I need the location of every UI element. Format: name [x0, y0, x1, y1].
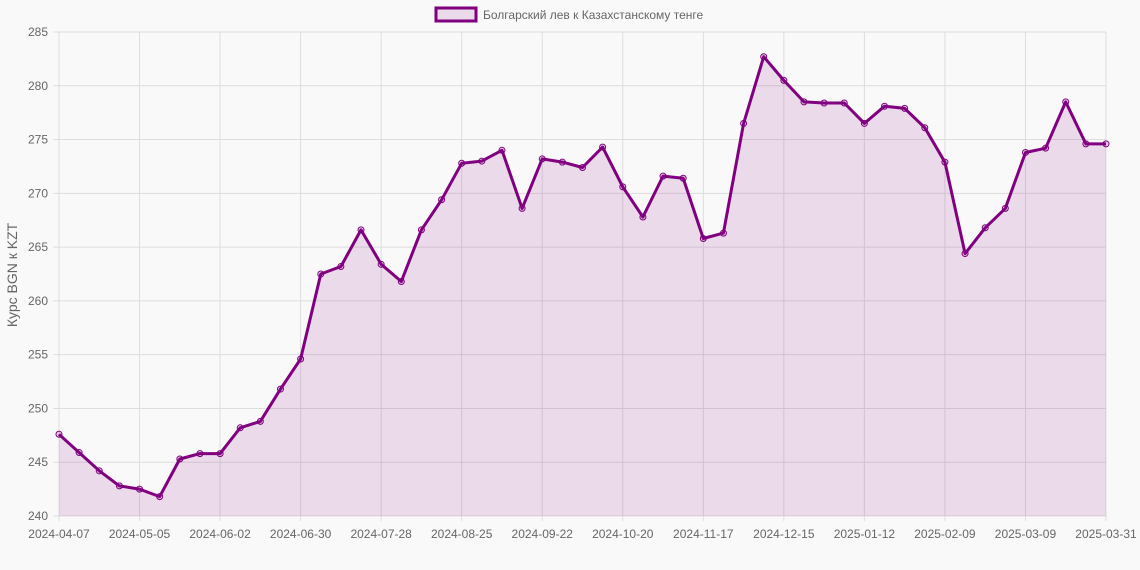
x-tick-label: 2024-08-25: [431, 527, 493, 541]
data-point[interactable]: [498, 146, 506, 154]
x-tick-label: 2025-03-31: [1075, 527, 1137, 541]
y-tick-label: 240: [28, 509, 48, 523]
data-point[interactable]: [55, 430, 63, 438]
x-tick-label: 2024-05-05: [109, 527, 171, 541]
data-point[interactable]: [780, 76, 788, 84]
data-point[interactable]: [236, 424, 244, 432]
data-point[interactable]: [719, 229, 727, 237]
data-point[interactable]: [820, 99, 828, 107]
data-point[interactable]: [599, 143, 607, 151]
data-point[interactable]: [458, 159, 466, 167]
data-point[interactable]: [337, 262, 345, 270]
x-tick-label: 2024-06-30: [270, 527, 332, 541]
legend-label[interactable]: Болгарский лев к Казахстанскому тенге: [483, 8, 703, 22]
data-point[interactable]: [558, 158, 566, 166]
x-axis: 2024-04-07 2024-05-05 2024-06-02 2024-06-30…: [28, 527, 1137, 541]
data-point[interactable]: [699, 235, 707, 243]
legend[interactable]: Болгарский лев к Казахстанскому тенге: [434, 6, 703, 23]
x-tick-label: 2025-01-12: [834, 527, 896, 541]
data-point[interactable]: [478, 157, 486, 165]
data-point[interactable]: [417, 226, 425, 234]
data-point[interactable]: [317, 270, 325, 278]
data-point[interactable]: [760, 53, 768, 61]
x-tick-label: 2024-12-15: [753, 527, 815, 541]
grid-lines: [53, 31, 1107, 521]
x-tick-label: 2024-09-22: [512, 527, 574, 541]
data-point[interactable]: [740, 119, 748, 127]
x-tick-label: 2024-10-20: [592, 527, 654, 541]
y-tick-label: 260: [28, 294, 48, 308]
data-point[interactable]: [1021, 148, 1029, 156]
data-point[interactable]: [1001, 204, 1009, 212]
y-tick-label: 255: [28, 348, 48, 362]
y-tick-label: 250: [28, 401, 48, 415]
x-tick-label: 2024-06-02: [189, 527, 251, 541]
y-axis: 240 245 250 255 260 265 270 275 280 285: [28, 25, 48, 523]
data-point[interactable]: [156, 493, 164, 501]
y-tick-label: 245: [28, 455, 48, 469]
data-point[interactable]: [840, 99, 848, 107]
data-point[interactable]: [276, 385, 284, 393]
data-point[interactable]: [75, 449, 83, 457]
y-tick-label: 280: [28, 79, 48, 93]
x-tick-label: 2025-02-09: [914, 527, 976, 541]
data-point[interactable]: [176, 455, 184, 463]
data-point[interactable]: [95, 467, 103, 475]
data-point[interactable]: [377, 260, 385, 268]
series-line: [57, 55, 1106, 499]
x-tick-label: 2024-04-07: [28, 527, 90, 541]
y-tick-label: 265: [28, 240, 48, 254]
data-point[interactable]: [881, 102, 889, 110]
data-point[interactable]: [297, 355, 305, 363]
data-point[interactable]: [679, 174, 687, 182]
data-point[interactable]: [216, 450, 224, 458]
data-point[interactable]: [115, 482, 123, 490]
data-area: [57, 55, 1106, 516]
data-point[interactable]: [397, 278, 405, 286]
data-point[interactable]: [518, 204, 526, 212]
data-point[interactable]: [256, 417, 264, 425]
data-points: [55, 53, 1110, 501]
data-point[interactable]: [1082, 140, 1090, 148]
data-point[interactable]: [860, 119, 868, 127]
data-point[interactable]: [639, 213, 647, 221]
data-point[interactable]: [196, 450, 204, 458]
data-point[interactable]: [941, 158, 949, 166]
y-axis-title: Курс BGN к KZT: [4, 222, 20, 327]
y-tick-label: 270: [28, 186, 48, 200]
data-point[interactable]: [800, 98, 808, 106]
data-point[interactable]: [901, 104, 909, 112]
data-point[interactable]: [579, 164, 586, 172]
data-point[interactable]: [1042, 144, 1050, 152]
data-point[interactable]: [357, 226, 365, 234]
data-point[interactable]: [961, 250, 969, 258]
data-point[interactable]: [1062, 98, 1070, 106]
data-point[interactable]: [1102, 140, 1110, 148]
x-tick-label: 2025-03-09: [995, 527, 1057, 541]
data-point[interactable]: [659, 172, 667, 180]
data-point[interactable]: [136, 485, 144, 493]
legend-swatch[interactable]: [434, 6, 478, 23]
data-point[interactable]: [921, 124, 929, 132]
data-point[interactable]: [981, 224, 989, 232]
x-tick-label: 2024-11-17: [673, 527, 734, 541]
y-tick-label: 285: [28, 25, 48, 39]
data-point[interactable]: [438, 196, 446, 204]
x-tick-label: 2024-07-28: [350, 527, 412, 541]
data-point[interactable]: [619, 183, 627, 191]
data-point[interactable]: [538, 155, 546, 163]
y-tick-label: 275: [28, 133, 48, 147]
